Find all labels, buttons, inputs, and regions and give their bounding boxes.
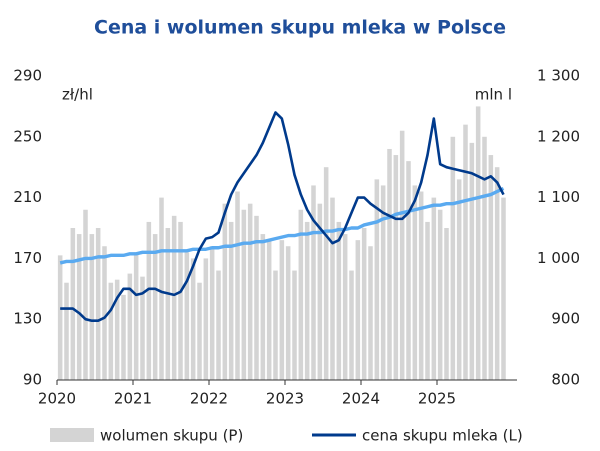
bar [317,203,323,380]
y2-tick-label: 1 300 [537,67,580,85]
bar [57,255,63,380]
y2-tick-label: 1 100 [537,188,580,206]
bar [444,228,449,380]
y-tick-label: 90 [23,371,42,389]
y-tick-label: 170 [13,249,42,267]
bar [431,197,437,380]
bar [437,209,443,380]
bar [285,246,291,380]
bar [241,209,247,380]
x-tick-label: 2020 [38,390,76,408]
bar [133,252,139,380]
legend-swatch [50,428,94,442]
line [59,186,505,265]
y-tick-label: 250 [13,127,42,145]
bar [418,191,424,380]
legend-label: cena skupu mleka (L) [362,427,523,445]
bar [304,221,310,380]
bar [368,246,373,380]
x-tick-label: 2021 [114,390,152,408]
y2-axis-label: mln l [475,86,512,104]
x-tick-label: 2022 [190,390,228,408]
bar [146,221,152,380]
bar [469,142,475,380]
y2-tick-label: 800 [551,371,580,389]
legend-label: wolumen skupu (P) [100,427,243,445]
bar [254,215,259,380]
bar [387,148,392,380]
bar [228,221,234,380]
y-tick-label: 210 [13,188,42,206]
bar [336,221,342,380]
bar [152,234,158,380]
x-tick-label: 2024 [342,390,380,408]
bar [70,228,76,380]
bar [222,203,228,380]
bar [190,258,196,380]
bar [184,252,190,380]
bar [171,215,177,380]
bar [355,240,361,380]
bar [298,209,304,380]
y2-tick-label: 900 [551,310,580,328]
bar [425,221,430,380]
bar [64,282,69,380]
bar [165,228,171,380]
y-axis-label: zł/hl [62,86,93,104]
bar [83,209,88,380]
y2-tick-label: 1 000 [537,249,580,267]
bar [311,185,316,380]
bar [393,155,399,380]
bar [412,185,418,380]
bar [178,221,183,380]
bar [197,282,202,380]
bar [349,270,354,380]
bar [406,161,411,380]
y-tick-label: 290 [13,67,42,85]
bar [260,234,266,380]
bar [380,185,386,380]
y-tick-label: 130 [13,310,42,328]
bar [279,240,285,380]
bar [399,130,405,380]
line [60,111,505,323]
x-tick-label: 2023 [266,390,304,408]
bar [494,167,500,380]
bar [159,197,164,380]
legend: wolumen skupu (P) cena skupu mleka (L) [50,427,523,445]
bar [121,294,126,380]
bar [273,270,278,380]
bar [475,106,481,381]
x-tick-label: 2025 [418,390,456,408]
bar [482,136,487,380]
bar [361,228,367,380]
bar [127,273,133,380]
bar [501,197,506,380]
bar [463,124,468,380]
bar [450,136,456,380]
bar [488,155,494,380]
bar [374,179,380,380]
bar [342,234,348,380]
bar [247,203,253,380]
bar [108,282,114,380]
bar [216,270,221,380]
chart-title: Cena i wolumen skupu mleka w Polsce [94,17,506,39]
bar [102,246,107,380]
bar [95,228,101,380]
bar [235,191,240,380]
bar [266,240,272,380]
bar [323,167,329,380]
bar [330,197,335,380]
bar [456,179,462,380]
bar [209,246,215,380]
bar [76,234,82,380]
bar [292,270,297,380]
bar [89,234,95,380]
bar [140,276,145,380]
bar [114,279,120,380]
y2-tick-label: 1 200 [537,127,580,145]
bar [203,258,209,380]
